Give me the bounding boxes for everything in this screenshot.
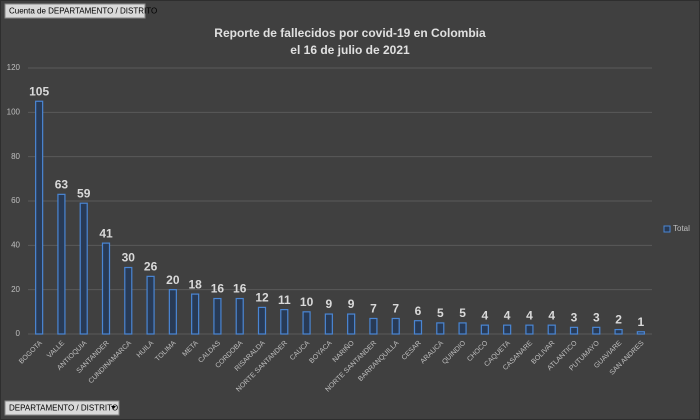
legend-swatch (663, 225, 671, 233)
data-label: 4 (504, 308, 511, 322)
data-label: 20 (166, 273, 180, 287)
bar (57, 193, 66, 335)
chart-title: Reporte de fallecidos por covid-19 en Co… (214, 26, 486, 40)
bar (324, 313, 333, 335)
bar (569, 326, 579, 335)
bar (503, 324, 512, 335)
bar (35, 100, 44, 335)
y-tick-label: 100 (7, 107, 21, 116)
bar (124, 266, 133, 335)
bar (146, 275, 155, 335)
button-box[interactable] (4, 3, 146, 19)
button-box[interactable] (4, 400, 120, 416)
y-tick-label: 80 (11, 152, 20, 161)
bar (101, 242, 111, 335)
bar (636, 331, 645, 335)
data-label: 9 (348, 297, 355, 311)
data-label: 5 (459, 306, 466, 320)
bar (614, 328, 623, 335)
data-label: 18 (188, 277, 202, 291)
bar (391, 317, 400, 335)
data-label: 16 (233, 282, 247, 296)
data-label: 10 (300, 295, 314, 309)
data-label: 105 (29, 84, 49, 98)
data-label: 6 (415, 304, 422, 318)
data-label: 4 (482, 308, 489, 322)
data-label: 5 (437, 306, 444, 320)
data-label: 41 (99, 226, 113, 240)
data-label: 30 (122, 251, 136, 265)
bar (347, 313, 356, 335)
bar (191, 293, 200, 335)
y-tick-label: 60 (11, 196, 20, 205)
data-label: 3 (571, 311, 578, 325)
y-tick-label: 40 (11, 240, 20, 249)
data-label: 1 (638, 315, 645, 329)
dropdown-arrow[interactable] (111, 406, 116, 409)
data-label: 59 (77, 186, 91, 200)
bar (302, 311, 311, 335)
data-label: 2 (615, 313, 622, 327)
bar (79, 202, 88, 335)
data-label: 63 (55, 178, 69, 192)
bar (436, 322, 445, 335)
bar (547, 324, 556, 335)
bar (213, 297, 222, 335)
axis-field-button[interactable]: DEPARTAMENTO / DISTRITO (4, 400, 120, 416)
axis-field-label[interactable]: DEPARTAMENTO / DISTRITO (9, 404, 118, 413)
data-label: 26 (144, 260, 158, 274)
data-label: 11 (278, 293, 291, 307)
y-tick-label: 0 (16, 329, 21, 338)
chart-subtitle: el 16 de julio de 2021 (290, 43, 410, 57)
bar (369, 317, 378, 335)
bar (168, 289, 177, 335)
value-field-button[interactable]: Cuenta de DEPARTAMENTO / DISTRITO (4, 3, 157, 19)
data-label: 7 (392, 302, 399, 316)
data-label: 4 (548, 308, 555, 322)
bar (235, 297, 244, 335)
data-label: 9 (326, 297, 333, 311)
data-label: 16 (211, 282, 225, 296)
data-label: 7 (370, 302, 377, 316)
y-tick-label: 120 (7, 63, 21, 72)
bar (257, 306, 267, 335)
bar (592, 326, 601, 335)
data-label: 3 (593, 311, 600, 325)
bar (480, 324, 489, 335)
y-tick-label: 20 (11, 285, 20, 294)
bar (413, 320, 423, 335)
bar (525, 324, 534, 335)
value-field-label[interactable]: Cuenta de DEPARTAMENTO / DISTRITO (9, 7, 157, 16)
legend-label: Total (673, 224, 690, 233)
bar (280, 309, 289, 335)
data-label: 4 (526, 308, 533, 322)
data-label: 12 (255, 291, 269, 305)
bar (458, 322, 467, 335)
